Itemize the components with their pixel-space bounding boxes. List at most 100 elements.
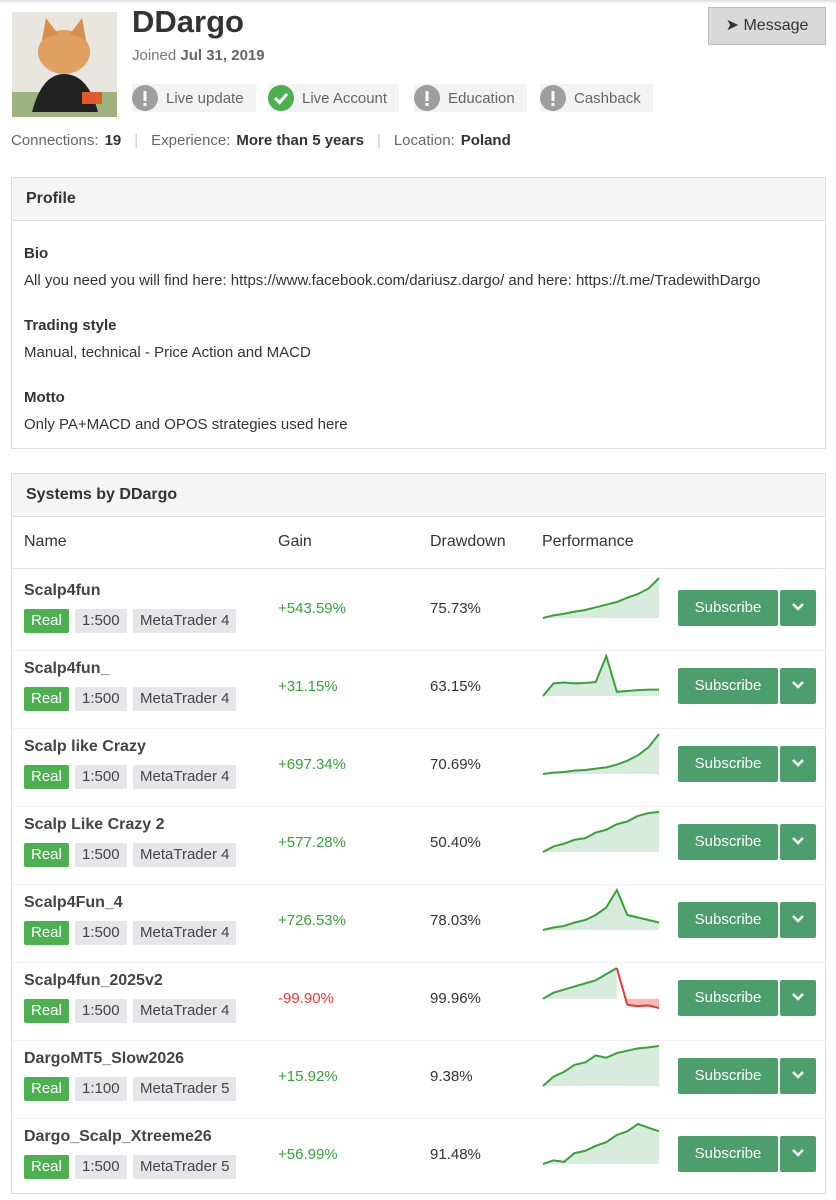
panel-title: Profile — [12, 178, 825, 221]
subscribe-button[interactable]: Subscribe — [678, 980, 778, 1016]
chevron — [792, 993, 804, 1001]
system-tag: Real — [24, 999, 69, 1023]
system-name[interactable]: DargoMT5_Slow2026 — [24, 1050, 185, 1067]
column-header: Name — [24, 533, 67, 550]
sparkline-area — [543, 1046, 659, 1086]
system-name[interactable]: Scalp Like Crazy 2 — [24, 816, 165, 833]
separator: | — [376, 132, 381, 149]
chevron — [792, 1071, 804, 1079]
system-tag: MetaTrader 4 — [133, 609, 237, 633]
gain: +577.28% — [278, 834, 346, 851]
system-tag: MetaTrader 4 — [133, 921, 237, 945]
dropdown-button[interactable] — [780, 1058, 816, 1094]
sparkline-line — [542, 733, 660, 775]
row-divider — [12, 1118, 825, 1119]
badge: Cashback — [540, 84, 653, 112]
subscribe-button[interactable]: Subscribe — [678, 590, 778, 626]
sparkline-area — [543, 656, 659, 696]
icon-dot — [143, 103, 147, 106]
badge: Live Account — [268, 84, 400, 112]
drawdown: 50.40% — [430, 834, 481, 851]
sparkline-line — [542, 1122, 660, 1165]
profile-section: Bio All you need you will find here: http… — [24, 245, 761, 289]
system-tag: MetaTrader 4 — [133, 999, 237, 1023]
avatar[interactable] — [12, 12, 117, 117]
system-tag: 1:500 — [75, 687, 127, 711]
section-heading: Trading style — [24, 317, 117, 334]
dropdown-button[interactable] — [780, 668, 816, 704]
joined: Joined Jul 31, 2019 — [132, 47, 265, 64]
user-name: DDargo — [132, 4, 244, 39]
profile-panel: Profile Bio All you need you will find he… — [11, 177, 826, 449]
badge-label: Live Account — [302, 89, 388, 107]
sparkline — [542, 888, 660, 931]
gain: +726.53% — [278, 912, 346, 929]
dropdown-button[interactable] — [780, 746, 816, 782]
dropdown-button[interactable] — [780, 590, 816, 626]
sparkline — [542, 733, 660, 775]
panel-title: Systems by DDargo — [12, 474, 825, 517]
subscribe-button[interactable]: Subscribe — [678, 902, 778, 938]
gain: +697.34% — [278, 756, 346, 773]
icon-dot — [425, 103, 429, 106]
system-tag: MetaTrader 4 — [133, 765, 237, 789]
dropdown-button[interactable] — [780, 1136, 816, 1172]
drawdown: 63.15% — [430, 678, 481, 695]
subscribe-button[interactable]: Subscribe — [678, 824, 778, 860]
column-header: Performance — [542, 533, 634, 550]
dropdown-button[interactable] — [780, 824, 816, 860]
column-header: Gain — [278, 533, 312, 550]
system-tag: 1:500 — [75, 921, 127, 945]
dropdown-button[interactable] — [780, 902, 816, 938]
gain: +56.99% — [278, 1146, 338, 1163]
subscribe-button[interactable]: Subscribe — [678, 1136, 778, 1172]
drawdown: 91.48% — [430, 1146, 481, 1163]
system-name[interactable]: Scalp4fun_2025v2 — [24, 972, 163, 989]
system-tag: MetaTrader 4 — [133, 843, 237, 867]
system-tag: Real — [24, 765, 69, 789]
icon-dot — [551, 103, 555, 106]
subscribe-button[interactable]: Subscribe — [678, 668, 778, 704]
system-name[interactable]: Scalp4Fun_4 — [24, 894, 123, 911]
row-divider — [12, 884, 825, 885]
stat-label: Connections: — [11, 132, 99, 149]
sparkline — [542, 967, 660, 1009]
sparkline-area — [543, 734, 659, 774]
system-tag: MetaTrader 4 — [133, 687, 237, 711]
system-tag: 1:100 — [75, 1077, 127, 1101]
message-button[interactable]: ➤ Message — [708, 7, 826, 45]
profile-section: Motto Only PA+MACD and OPOS strategies us… — [24, 389, 348, 433]
gain: -99.90% — [278, 990, 334, 1007]
badge: Education — [414, 84, 527, 112]
system-name[interactable]: Dargo_Scalp_Xtreeme26 — [24, 1128, 212, 1145]
dropdown-button[interactable] — [780, 980, 816, 1016]
system-tag: Real — [24, 1155, 69, 1179]
sparkline — [542, 654, 659, 697]
sparkline — [542, 1122, 660, 1165]
subscribe-button[interactable]: Subscribe — [678, 746, 778, 782]
column-header: Drawdown — [430, 533, 506, 550]
system-name[interactable]: Scalp like Crazy — [24, 738, 146, 755]
subscribe-button[interactable]: Subscribe — [678, 1058, 778, 1094]
system-tag: Real — [24, 921, 69, 945]
icon-bang — [143, 91, 147, 101]
gain: +15.92% — [278, 1068, 338, 1085]
badge-label: Live update — [166, 89, 244, 107]
icon-bang — [425, 91, 429, 101]
row-divider — [12, 728, 825, 729]
separator: | — [134, 132, 139, 149]
sparkline-area — [543, 890, 659, 930]
sparkline — [542, 811, 660, 853]
section-heading: Motto — [24, 389, 65, 406]
sparkline-line — [542, 654, 659, 697]
system-tag: Real — [24, 609, 69, 633]
system-name[interactable]: Scalp4fun — [24, 582, 101, 599]
badge-icon — [132, 85, 158, 111]
icon-check — [273, 93, 289, 105]
sparkline — [542, 1045, 660, 1087]
icon-bang — [551, 91, 555, 101]
system-name[interactable]: Scalp4fun_ — [24, 660, 110, 677]
joined-label: Joined — [132, 47, 177, 64]
row-divider — [12, 806, 825, 807]
